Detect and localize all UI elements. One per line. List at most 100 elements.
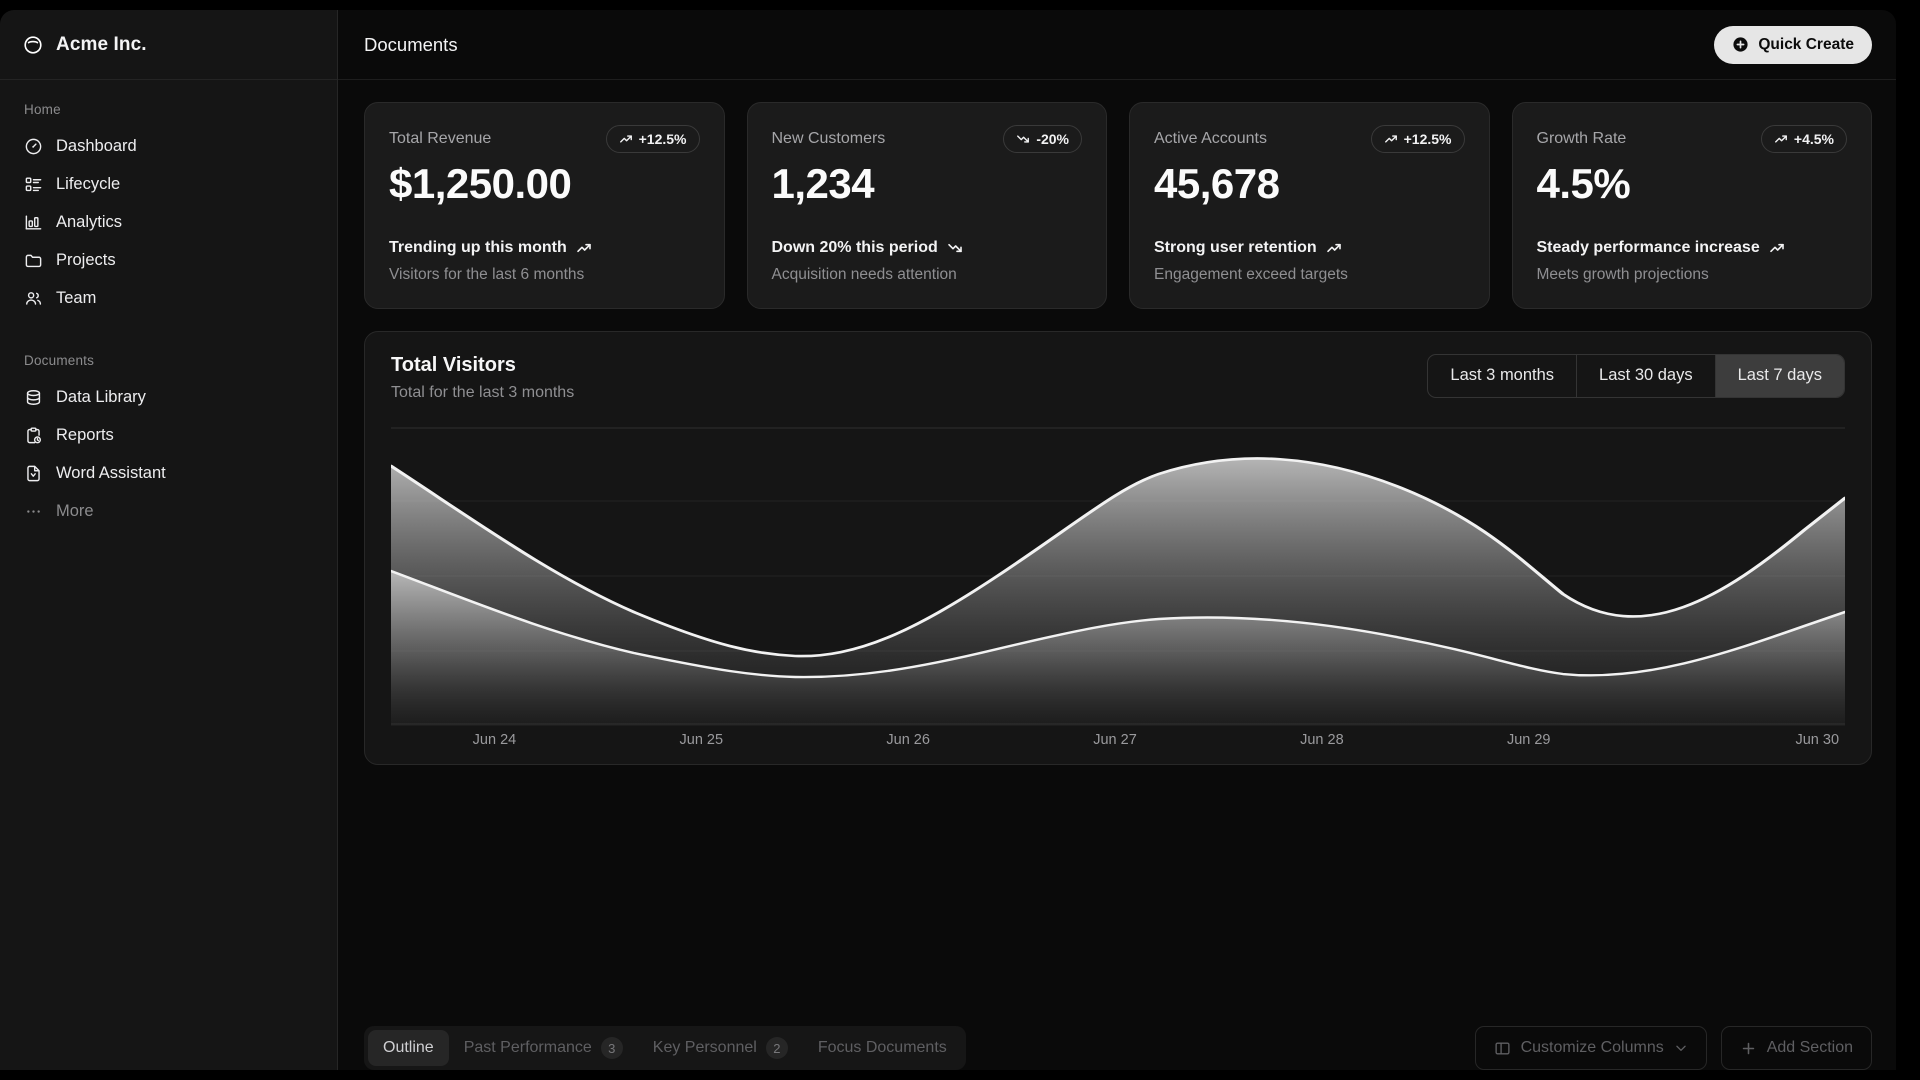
tab-label: Past Performance (463, 1039, 592, 1056)
tab-focus-documents[interactable]: Focus Documents (803, 1030, 962, 1066)
sidebar-item-projects[interactable]: Projects (14, 241, 323, 279)
total-visitors-chart-panel: Total Visitors Total for the last 3 mont… (364, 330, 1872, 765)
card-value: 45,678 (1154, 160, 1280, 207)
main-area: Documents Quick Create Total Revenue (338, 10, 1896, 1070)
card-footer-text: Steady performance increase (1536, 238, 1760, 256)
card-top: Growth Rate +4.5% (1536, 125, 1847, 153)
sidebar-item-label: Word Assistant (56, 463, 166, 482)
metric-card-growth-rate: Growth Rate +4.5% 4.5% Steady per (1511, 102, 1872, 309)
trend-badge-up: +12.5% (605, 125, 700, 153)
x-tick: Jun 25 (679, 731, 724, 748)
circle-logo-icon (22, 34, 44, 56)
sidebar-item-lifecycle[interactable]: Lifecycle (14, 165, 323, 203)
sidebar-item-label: More (56, 501, 94, 520)
chart-line-mobile (391, 569, 1845, 678)
area-chart-svg (391, 427, 1845, 726)
chart-x-axis: Jun 24 Jun 25 Jun 26 Jun 27 Jun 28 Jun 2… (391, 732, 1845, 748)
file-text-icon (24, 464, 43, 483)
plus-circle-icon (1732, 36, 1749, 53)
tab-badge: 3 (600, 1037, 623, 1059)
sidebar-group-label-documents: Documents (24, 353, 95, 368)
tab-outline[interactable]: Outline (368, 1030, 449, 1066)
card-subtext: Engagement exceed targets (1154, 265, 1348, 283)
page-title: Documents (364, 33, 458, 55)
add-section-label: Add Section (1766, 1039, 1853, 1056)
app-window: Acme Inc. Home Dashboard (0, 10, 1896, 1070)
trend-up-icon (1769, 240, 1785, 256)
bottom-tab-bar: Outline Past Performance 3 Key Personnel… (338, 1010, 1896, 1070)
list-detail-icon (24, 175, 43, 194)
clipboard-clock-icon (24, 426, 43, 445)
card-footer: Strong user retention (1154, 239, 1465, 257)
card-label: New Customers (771, 130, 886, 147)
range-last-30-days[interactable]: Last 30 days (1577, 354, 1716, 397)
card-top: New Customers -20% (771, 125, 1082, 153)
folder-icon (24, 251, 43, 270)
x-tick: Jun 24 (472, 731, 517, 748)
chart-subtitle: Total for the last 3 months (391, 383, 575, 401)
ellipsis-icon (24, 502, 43, 521)
trend-value: +4.5% (1793, 131, 1834, 147)
sidebar-item-analytics[interactable]: Analytics (14, 203, 323, 241)
trend-up-icon (619, 132, 633, 146)
sidebar-item-reports[interactable]: Reports (14, 416, 323, 454)
card-label: Growth Rate (1536, 130, 1627, 147)
sidebar-item-more[interactable]: More (14, 492, 323, 530)
plus-icon (1740, 1040, 1757, 1057)
metric-card-new-customers: New Customers -20% 1,234 Down 20% (746, 102, 1107, 309)
card-label: Active Accounts (1154, 130, 1267, 147)
gauge-icon (24, 137, 43, 156)
range-last-3-months[interactable]: Last 3 months (1428, 354, 1578, 397)
range-last-7-days[interactable]: Last 7 days (1715, 354, 1844, 397)
metric-cards-row: Total Revenue +12.5% $1,250.00 Tr (364, 102, 1872, 309)
tab-label: Key Personnel (652, 1039, 757, 1056)
chart-plot-area[interactable] (391, 426, 1845, 726)
x-tick: Jun 27 (1093, 731, 1137, 748)
chart-line-total (391, 456, 1845, 657)
sidebar-item-label: Reports (56, 425, 114, 444)
card-footer: Steady performance increase (1537, 239, 1848, 257)
metric-card-total-revenue: Total Revenue +12.5% $1,250.00 Tr (364, 102, 725, 309)
sidebar: Acme Inc. Home Dashboard (0, 10, 338, 1070)
trend-value: +12.5% (1403, 131, 1452, 147)
card-footer-text: Strong user retention (1154, 238, 1317, 256)
sidebar-header[interactable]: Acme Inc. (0, 10, 337, 80)
tab-past-performance[interactable]: Past Performance 3 (449, 1030, 638, 1066)
tab-list: Outline Past Performance 3 Key Personnel… (364, 1026, 966, 1070)
database-icon (24, 388, 43, 407)
tab-label: Outline (383, 1039, 434, 1056)
sidebar-item-dashboard[interactable]: Dashboard (14, 127, 323, 165)
users-icon (24, 289, 43, 308)
sidebar-item-word-assistant[interactable]: Word Assistant (14, 454, 323, 492)
quick-create-button[interactable]: Quick Create (1714, 25, 1872, 64)
tab-key-personnel[interactable]: Key Personnel 2 (638, 1030, 803, 1066)
chevron-down-icon (1674, 1041, 1688, 1055)
date-range-toggle-group: Last 3 months Last 30 days Last 7 days (1427, 353, 1845, 398)
bar-chart-icon (24, 213, 43, 232)
sidebar-item-label: Analytics (56, 212, 123, 231)
card-top: Active Accounts +12.5% (1154, 125, 1465, 153)
trend-up-icon (576, 240, 592, 256)
card-footer: Trending up this month (389, 239, 700, 257)
card-value: 4.5% (1536, 160, 1631, 207)
card-footer-text: Trending up this month (389, 238, 567, 256)
card-footer: Down 20% this period (772, 239, 1083, 257)
sidebar-item-label: Dashboard (56, 136, 137, 155)
chart-area-mobile (391, 570, 1845, 726)
card-value: 1,234 (771, 160, 875, 207)
trend-value: +12.5% (638, 131, 687, 147)
sidebar-group-home: Home Dashboard (0, 80, 337, 317)
sidebar-item-team[interactable]: Team (14, 279, 323, 317)
top-bar: Documents Quick Create (338, 10, 1896, 80)
columns-icon (1494, 1040, 1511, 1057)
customize-columns-button[interactable]: Customize Columns (1474, 1026, 1707, 1070)
x-tick: Jun 30 (1795, 731, 1840, 748)
chart-title: Total Visitors (391, 353, 516, 376)
quick-create-label: Quick Create (1758, 35, 1854, 53)
sidebar-item-label: Team (56, 288, 97, 307)
add-section-button[interactable]: Add Section (1720, 1026, 1872, 1070)
tab-badge: 2 (765, 1037, 788, 1059)
sidebar-item-label: Lifecycle (56, 174, 121, 193)
sidebar-item-data-library[interactable]: Data Library (14, 378, 323, 416)
sidebar-group-label-home: Home (24, 102, 61, 117)
